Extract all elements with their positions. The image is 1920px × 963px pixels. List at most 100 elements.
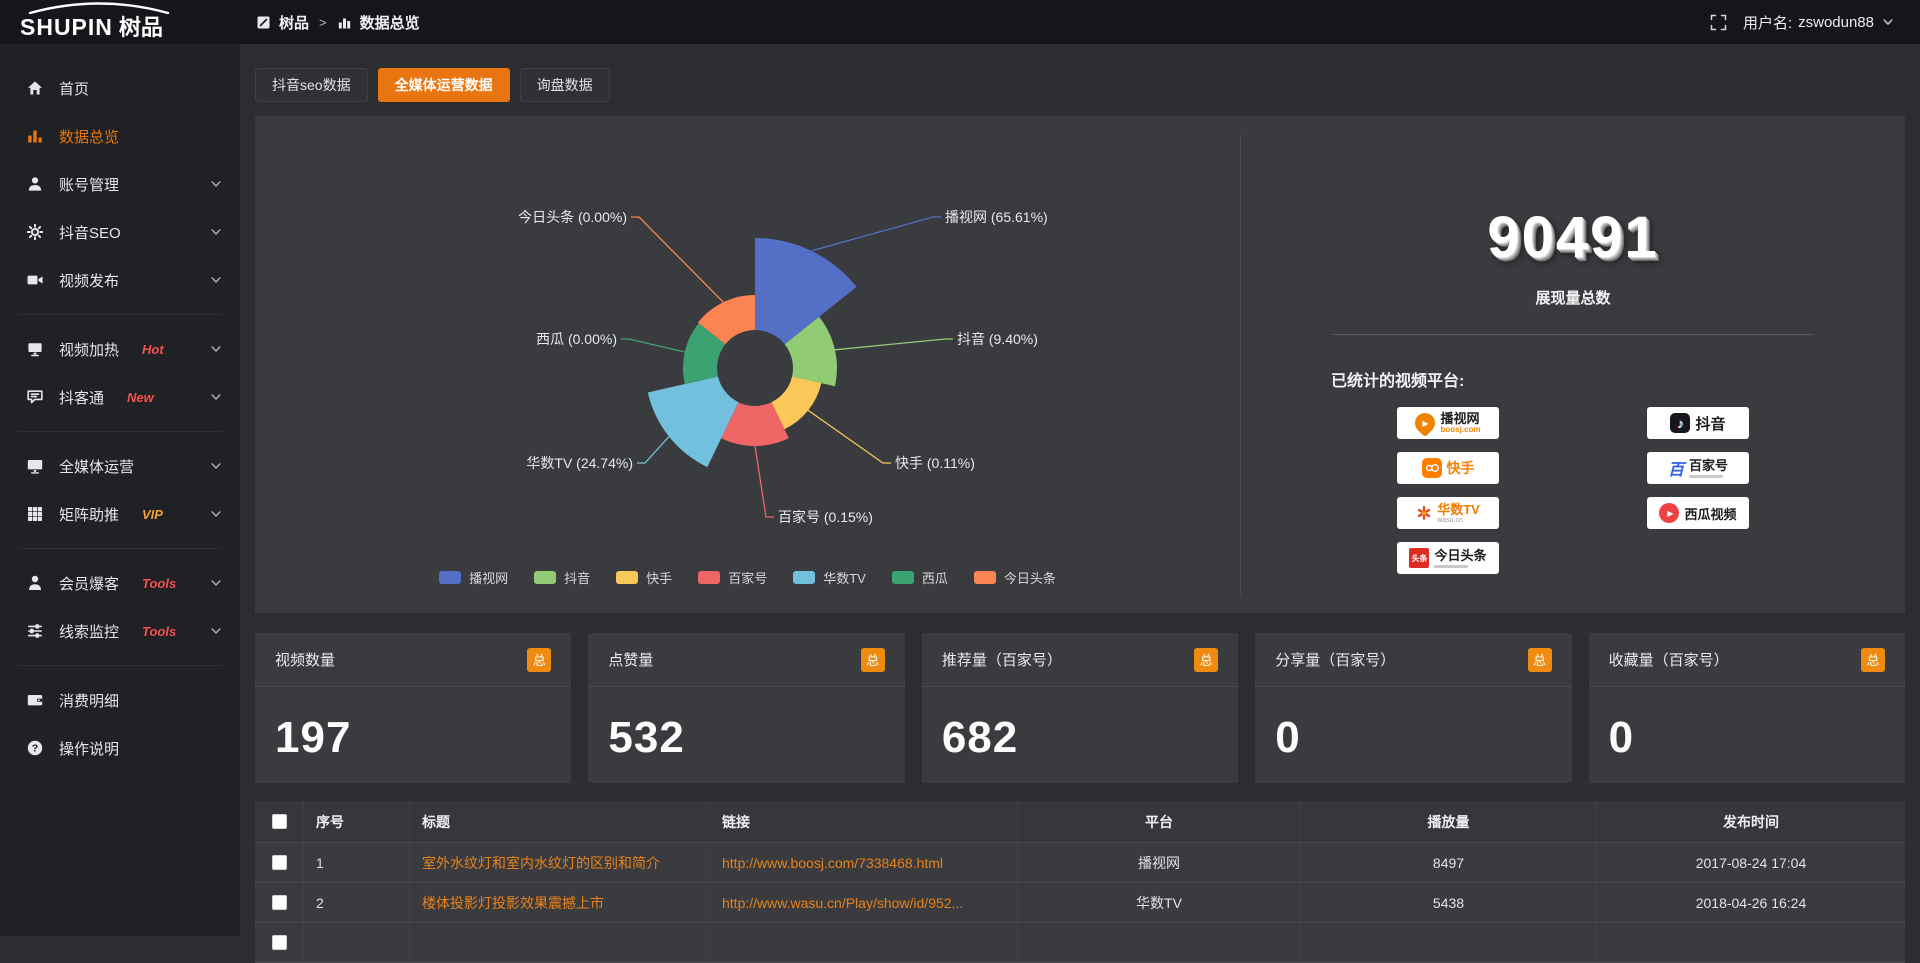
legend-label: 华数TV	[823, 571, 866, 586]
stat-card-like-count: 点赞量 总 532	[588, 633, 905, 783]
douyin-logo-icon: ♪	[1670, 413, 1691, 433]
sidebar-item-label: 账号管理	[59, 176, 120, 194]
logo-text-cn: 树品	[118, 15, 163, 40]
sidebar-item-member-burst[interactable]: 会员爆客 Tools	[0, 559, 240, 607]
user-menu[interactable]: 用户名: zswodun88	[1743, 12, 1894, 33]
sidebar-item-label: 线索监控	[59, 623, 120, 641]
cell-plays: 8497	[1300, 843, 1596, 882]
pie-slice-boshiwang[interactable]	[755, 238, 857, 345]
col-header-published: 发布时间	[1596, 801, 1905, 842]
platform-badges: ▶ 播视网 boosj.com 快手 华数TV wasu.cn 头条 今日头条 ♪ 抖音百百家号 ▶…	[1241, 407, 1905, 574]
cell-url-link[interactable]: http://www.boosj.com/7338468.html	[709, 843, 1017, 882]
cell-url-link[interactable]: http://www.wasu.cn/Play/show/id/952...	[709, 883, 1017, 922]
screen-icon	[26, 340, 44, 358]
question-icon: ?	[26, 739, 44, 757]
cell-index: 1	[303, 843, 409, 882]
videos-table: 序号 标题 链接 平台 播放量 发布时间 1 室外水纹灯和室内水纹灯的区别和简介 http://…	[255, 801, 1905, 963]
platforms-label: 已统计的视频平台:	[1331, 373, 1465, 390]
table-row: 2 楼体投影灯投影效果震撼上市 http://www.wasu.cn/Play/sh…	[255, 883, 1905, 923]
legend-item-toutiao[interactable]: 今日头条	[973, 568, 1056, 587]
baijiahao-logo-icon: 百	[1667, 462, 1684, 479]
topbar-right: 用户名: zswodun88	[1710, 12, 1920, 33]
legend-item-douyin[interactable]: 抖音	[534, 568, 590, 587]
pie-label: 播视网 (65.61%)	[945, 209, 1048, 225]
platform-badge-kuaishou: 快手	[1397, 452, 1499, 484]
sidebar-badge-tools: Tools	[142, 575, 177, 591]
tagline-placeholder	[1434, 564, 1469, 568]
sidebar-item-data-overview[interactable]: 数据总览	[0, 112, 240, 160]
sidebar: 首页 数据总览账号管理抖音SEO 视频发布视频加热 Hot 抖客通 New 全媒体运营矩阵助…	[0, 44, 240, 936]
legend-item-baijiahao[interactable]: 百家号	[698, 568, 767, 587]
legend-item-boshiwang[interactable]: 播视网	[439, 568, 508, 587]
cell-published: 2018-04-26 16:24	[1596, 883, 1905, 922]
sidebar-badge-new: New	[127, 389, 154, 405]
row-checkbox[interactable]	[271, 935, 287, 950]
tab-inquiry-data[interactable]: 询盘数据	[519, 68, 610, 102]
stat-card-title: 分享量（百家号）	[1275, 652, 1396, 669]
sidebar-item-matrix-boost[interactable]: 矩阵助推 VIP	[0, 490, 240, 538]
sidebar-item-consumption-detail[interactable]: 消费明细	[0, 676, 240, 724]
sidebar-item-douketong[interactable]: 抖客通 New	[0, 373, 240, 421]
toutiao-logo-icon: 头条	[1409, 548, 1430, 568]
summary-panel: 90491 展现量总数 已统计的视频平台: ▶ 播视网 boosj.com 快手 华数T…	[1241, 116, 1905, 613]
legend-swatch	[534, 571, 557, 584]
pie-slice-toutiao[interactable]	[697, 295, 755, 345]
cell-title-link[interactable]: 楼体投影灯投影效果震撼上市	[409, 883, 709, 922]
legend-swatch	[891, 571, 914, 584]
sidebar-item-omnimedia-operation[interactable]: 全媒体运营	[0, 442, 240, 490]
row-checkbox[interactable]	[271, 855, 287, 870]
chat-icon	[26, 388, 44, 406]
total-badge: 总	[1861, 647, 1886, 672]
sidebar-item-douyin-seo[interactable]: 抖音SEO	[0, 208, 240, 256]
total-badge: 总	[860, 647, 885, 672]
member-icon	[26, 574, 44, 592]
sidebar-item-leads-monitor[interactable]: 线索监控 Tools	[0, 607, 240, 655]
pie-label-line	[834, 338, 953, 351]
pie-slice-washutv[interactable]	[647, 376, 739, 468]
col-header-title: 标题	[409, 801, 709, 842]
platform-badge-washutv: 华数TV wasu.cn	[1397, 497, 1499, 529]
tab-omnimedia-data[interactable]: 全媒体运营数据	[377, 68, 510, 102]
table-header-row: 序号 标题 链接 平台 播放量 发布时间	[255, 801, 1905, 843]
cell-index: 2	[303, 883, 409, 922]
pie-label: 百家号 (0.15%)	[778, 509, 873, 525]
breadcrumb-current: 数据总览	[359, 14, 420, 32]
fullscreen-icon[interactable]	[1710, 14, 1727, 31]
pie-label-line	[754, 445, 774, 518]
chart-legend: 播视网 抖音 快手 百家号 华数TV 西瓜 今日头条	[255, 568, 1240, 587]
breadcrumb-root[interactable]: 树品	[279, 14, 310, 32]
col-header-platform: 平台	[1017, 801, 1300, 842]
pie-slice-douyin[interactable]	[784, 316, 837, 387]
pie-slice-baijiahao[interactable]	[721, 402, 789, 447]
stat-card-value: 0	[1608, 713, 1635, 762]
main-content: 抖音seo数据 全媒体运营数据 询盘数据 播视网 (65.61%) 抖音 (9.40%…	[240, 44, 1920, 963]
legend-item-washutv[interactable]: 华数TV	[793, 568, 866, 587]
cell-title-link[interactable]: 室外水纹灯和室内水纹灯的区别和简介	[409, 843, 709, 882]
sidebar-item-operation-guide[interactable]: ? 操作说明	[0, 724, 240, 772]
sidebar-item-label: 抖音SEO	[59, 224, 121, 242]
app-logo[interactable]: SHUPIN 树品	[0, 2, 240, 42]
sidebar-item-label: 全媒体运营	[59, 458, 135, 476]
chevron-down-icon	[210, 625, 222, 637]
legend-label: 今日头条	[1003, 571, 1056, 586]
cell-platform: 华数TV	[1017, 883, 1300, 922]
sidebar-item-video-heating[interactable]: 视频加热 Hot	[0, 325, 240, 373]
row-checkbox[interactable]	[271, 895, 287, 910]
platform-badge-toutiao: 头条 今日头条	[1397, 542, 1499, 574]
stat-card-favorite-count: 收藏量（百家号） 总 0	[1588, 633, 1906, 783]
sidebar-item-account-management[interactable]: 账号管理	[0, 160, 240, 208]
cell-platform: 播视网	[1017, 843, 1300, 882]
sidebar-badge-hot: Hot	[142, 341, 164, 357]
pie-slice-kuaishou[interactable]	[771, 376, 822, 430]
pie-slice-xigua[interactable]	[682, 323, 726, 384]
pie-label: 快手 (0.11%)	[895, 455, 975, 471]
legend-item-xigua[interactable]: 西瓜	[891, 568, 948, 587]
select-all-checkbox[interactable]	[271, 814, 287, 829]
legend-item-kuaishou[interactable]: 快手	[616, 568, 672, 587]
tab-douyin-seo-data[interactable]: 抖音seo数据	[255, 68, 368, 102]
stat-card-title: 视频数量	[275, 652, 336, 669]
sidebar-item-video-publish[interactable]: 视频发布	[0, 256, 240, 304]
topbar: SHUPIN 树品 树品 > 数据总览 用户名: zswodun88	[0, 0, 1920, 44]
platform-badge-douyin: ♪ 抖音	[1647, 407, 1749, 439]
sidebar-item-home[interactable]: 首页	[0, 64, 240, 112]
